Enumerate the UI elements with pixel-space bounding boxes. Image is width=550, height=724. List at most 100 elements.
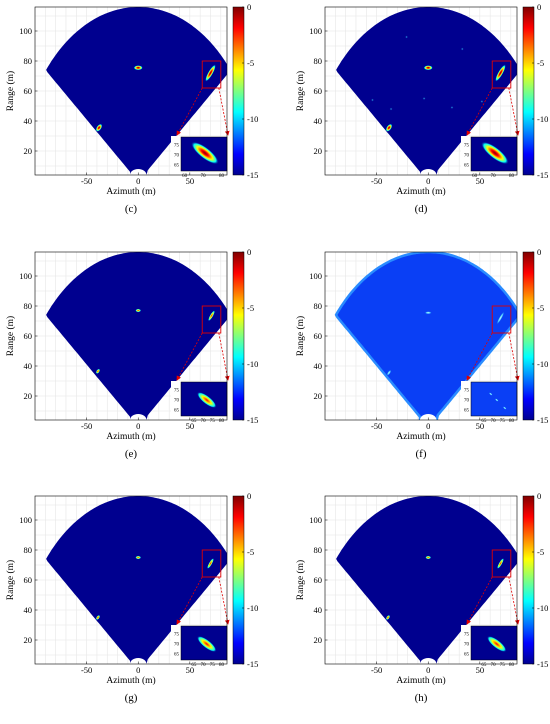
- y-tick-label: 20: [314, 391, 323, 401]
- panel-caption: (h): [415, 692, 428, 704]
- x-axis-label: Azimuth (m): [396, 675, 445, 686]
- inset-x-tick-label: 65: [481, 419, 487, 424]
- zoom-arrow-left: [466, 576, 493, 625]
- target-0: [133, 65, 143, 71]
- inset-x-tick-label: 75: [210, 419, 216, 424]
- colorbar: [522, 6, 535, 176]
- inset-x-tick-label: 75: [500, 419, 506, 424]
- sector: [46, 496, 227, 664]
- x-tick-label: 0: [426, 421, 430, 431]
- inset-x-tick-label: 60: [472, 174, 478, 179]
- inset-x-tick-label: 65: [191, 663, 197, 668]
- colorbar-tick-label: -5: [537, 58, 544, 68]
- sector-group: [46, 496, 227, 664]
- noise-point: [404, 35, 409, 39]
- inset-y-tick-label: 65: [174, 164, 180, 169]
- colorbar: [522, 495, 535, 665]
- inset-y-tick-label: 70: [464, 643, 470, 648]
- x-axis-label: Azimuth (m): [396, 186, 445, 197]
- inset-y-tick-label: 75: [174, 633, 180, 638]
- y-tick-label: 80: [24, 56, 33, 66]
- inset-target-point: [494, 398, 499, 402]
- inset-x-tick-label: 70: [491, 174, 497, 179]
- target-1: [385, 615, 391, 620]
- y-tick-label: 80: [24, 301, 33, 311]
- colorbar-tick-label: 0: [247, 247, 251, 257]
- target-1: [386, 369, 392, 376]
- target-1: [95, 123, 103, 132]
- sector-group: [46, 252, 227, 420]
- inset-y-tick-label: 75: [174, 389, 180, 394]
- target-2: [495, 64, 506, 82]
- noise-point: [422, 96, 426, 101]
- x-tick-label: 50: [186, 665, 195, 675]
- zoom-arrow-right: [218, 332, 230, 381]
- colorbar: [522, 251, 535, 421]
- zoom-box: [201, 60, 222, 89]
- zoom-arrow-left: [176, 576, 203, 625]
- inset-y-tick-label: 65: [464, 653, 470, 658]
- y-tick-label: 40: [314, 605, 323, 615]
- colorbar-tick-label: 0: [537, 2, 541, 12]
- inset-y-tick-label: 75: [174, 144, 180, 149]
- y-axis-label: Range (m): [295, 316, 306, 356]
- y-tick-label: 80: [314, 301, 323, 311]
- inset-plot: [488, 392, 507, 410]
- sector: [46, 7, 227, 175]
- inset-x-tick-label: 65: [481, 663, 487, 668]
- x-tick-label: -50: [371, 176, 382, 186]
- sector-group: [336, 496, 517, 664]
- inset-x-tick-label: 80: [219, 419, 225, 424]
- y-axis-label: Range (m): [5, 71, 16, 111]
- colorbar-tick-label: -5: [247, 58, 254, 68]
- inset-y-tick-label: 75: [464, 389, 470, 394]
- inset-target: [486, 635, 507, 653]
- panel-caption: (c): [125, 203, 138, 215]
- colorbar-tick-label: 0: [247, 2, 251, 12]
- x-tick-label: -50: [81, 665, 92, 675]
- zoom-box: [491, 549, 512, 578]
- inset-target: [481, 141, 509, 165]
- colorbar-tick-label: -15: [537, 659, 548, 669]
- zoom-arrow-right: [508, 576, 520, 625]
- target-2: [207, 558, 214, 569]
- y-tick-label: 40: [24, 605, 33, 615]
- inset-x-tick-label: 60: [182, 174, 188, 179]
- panel-caption: (g): [125, 692, 138, 704]
- y-axis-label: Range (m): [295, 560, 306, 600]
- zoom-arrow-left: [176, 332, 203, 381]
- y-tick-label: 100: [19, 26, 32, 36]
- inset-y-tick-label: 70: [174, 643, 180, 648]
- colorbar-tick-label: 0: [247, 491, 251, 501]
- target-1: [385, 123, 393, 132]
- inset-plot: [481, 141, 509, 165]
- inset-x-tick-label: 75: [210, 663, 216, 668]
- target-2: [208, 310, 215, 322]
- zoom-arrow-right: [218, 87, 230, 136]
- y-tick-label: 40: [314, 361, 323, 371]
- noise-point: [370, 98, 375, 102]
- sector: [336, 496, 517, 664]
- x-axis-label: Azimuth (m): [106, 186, 155, 197]
- colorbar-tick-label: -10: [537, 603, 548, 613]
- sector-group: [336, 7, 517, 175]
- y-tick-label: 100: [19, 271, 32, 281]
- y-tick-label: 20: [24, 635, 33, 645]
- inset-y-tick-label: 65: [174, 409, 180, 414]
- sector-rim: [334, 252, 517, 420]
- panel-caption: (d): [415, 203, 428, 215]
- noise-point: [480, 99, 484, 104]
- target-2: [496, 311, 505, 325]
- near-range-notch: [419, 414, 437, 420]
- x-tick-label: 50: [476, 421, 485, 431]
- colorbar-tick-label: -15: [537, 170, 548, 180]
- noise-point: [450, 105, 454, 110]
- inset-x-tick-label: 70: [201, 419, 207, 424]
- y-tick-label: 60: [314, 331, 323, 341]
- zoom-arrow-left: [176, 87, 203, 136]
- colorbar-tick-label: -15: [247, 659, 258, 669]
